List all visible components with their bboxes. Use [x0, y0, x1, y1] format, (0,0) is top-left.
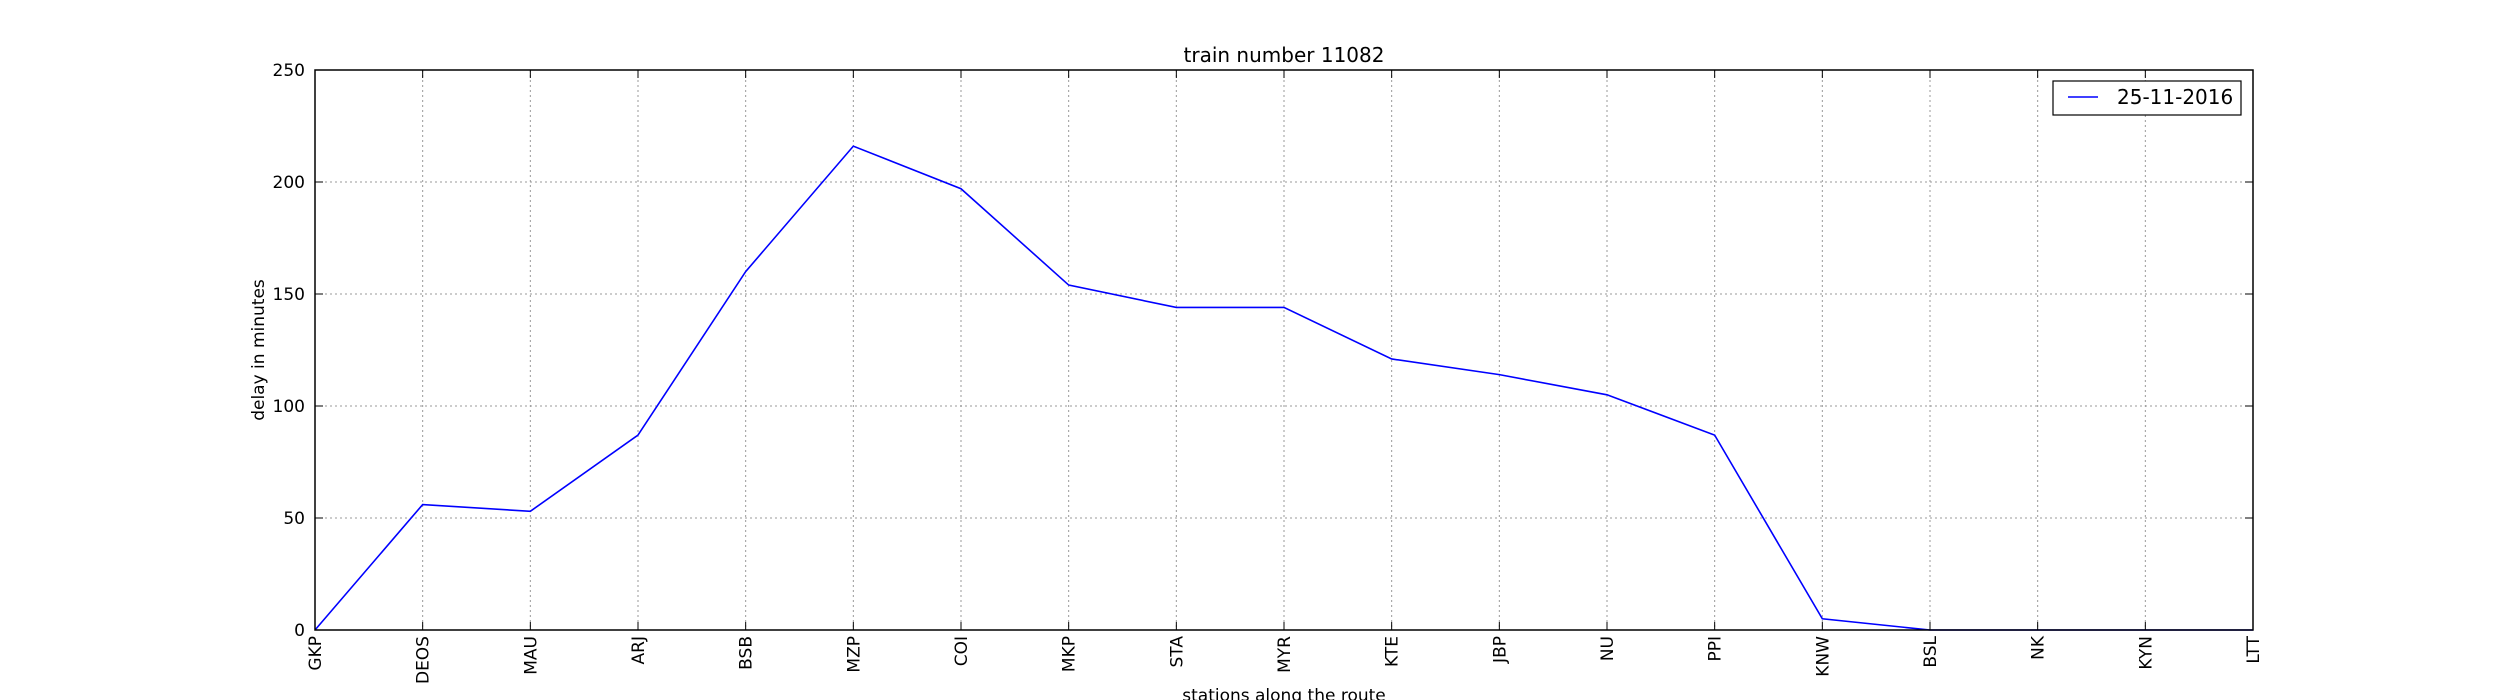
x-tick-label: DEOS	[414, 636, 434, 684]
x-tick-label: LTT	[2244, 635, 2264, 663]
x-tick-label: STA	[1167, 636, 1187, 668]
y-axis-label: delay in minutes	[249, 279, 269, 421]
x-tick-label: NK	[2029, 635, 2049, 660]
x-tick-label: MAU	[521, 636, 541, 675]
x-tick-label: NU	[1598, 636, 1618, 661]
chart-title: train number 11082	[1184, 43, 1385, 67]
y-tick-label: 150	[273, 285, 305, 305]
x-tick-label: COI	[952, 636, 972, 666]
x-tick-label: BSL	[1921, 635, 1941, 667]
x-tick-label: BSB	[737, 636, 757, 670]
x-tick-label: ARJ	[629, 636, 649, 664]
y-tick-label: 100	[273, 397, 305, 417]
y-tick-label: 200	[273, 173, 305, 193]
x-tick-label: PPI	[1706, 636, 1726, 662]
y-tick-label: 250	[273, 61, 305, 81]
x-tick-label: MZP	[844, 636, 864, 673]
y-tick-label: 50	[283, 509, 305, 529]
y-tick-label: 0	[294, 621, 305, 641]
x-tick-label: MYR	[1275, 636, 1295, 673]
x-axis-label: stations along the route	[1182, 686, 1386, 700]
ticks: GKP DEOS MAU ARJ BSB MZP COI MKP STA MYR KTE JBP NU P…	[273, 61, 2264, 684]
x-tick-label: GKP	[306, 636, 326, 671]
legend: 25-11-2016	[2052, 80, 2242, 116]
x-tick-label: KNW	[1813, 636, 1833, 677]
legend-label: 25-11-2016	[2117, 85, 2233, 109]
x-tick-label: KTE	[1383, 636, 1403, 667]
legend-box	[2052, 80, 2242, 116]
x-tick-label: MKP	[1060, 636, 1080, 672]
x-tick-label: KYN	[2136, 636, 2156, 670]
x-tick-label: JBP	[1490, 636, 1510, 664]
